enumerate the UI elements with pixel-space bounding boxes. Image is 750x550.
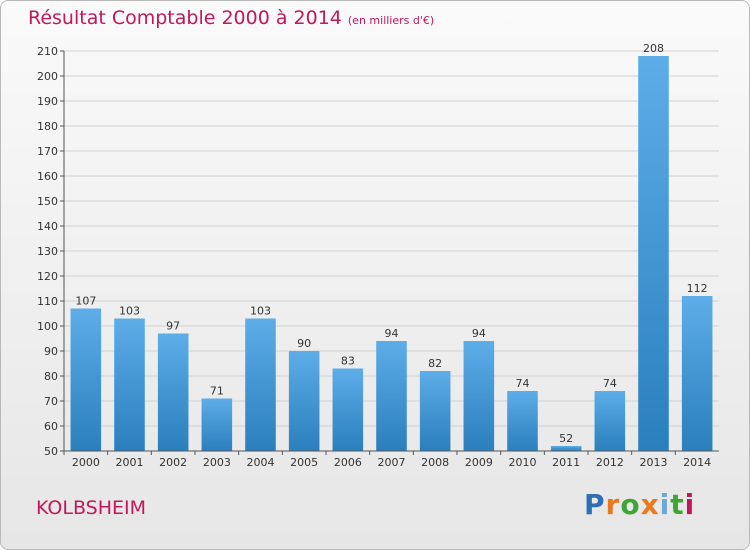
y-tick-label: 190 bbox=[37, 95, 58, 108]
place-name: KOLBSHEIM bbox=[36, 497, 147, 519]
value-label: 208 bbox=[643, 42, 664, 55]
bar-2008 bbox=[419, 371, 451, 451]
value-label: 82 bbox=[428, 357, 442, 370]
bar-2002 bbox=[157, 333, 189, 451]
chart-subtitle: (en milliers d'€) bbox=[347, 14, 435, 27]
x-tick-label: 2007 bbox=[378, 456, 406, 469]
bar-2014 bbox=[681, 296, 713, 451]
x-tick-label: 2000 bbox=[72, 456, 100, 469]
value-label: 74 bbox=[516, 377, 530, 390]
logo-letter: t bbox=[670, 488, 685, 521]
y-tick-label: 70 bbox=[44, 395, 58, 408]
logo-letter: r bbox=[605, 488, 621, 521]
value-label: 94 bbox=[385, 327, 399, 340]
bar-2007 bbox=[376, 341, 407, 451]
chart-title: Résultat Comptable 2000 à 2014 (en millie… bbox=[28, 7, 434, 29]
value-label: 103 bbox=[119, 305, 140, 318]
logo-letter: o bbox=[620, 488, 641, 521]
bar-2005 bbox=[288, 351, 320, 451]
y-tick-label: 170 bbox=[37, 145, 58, 158]
y-tick-label: 120 bbox=[37, 270, 58, 283]
x-tick-label: 2004 bbox=[247, 456, 275, 469]
proxiti-logo: Proxiti bbox=[584, 488, 695, 521]
value-label: 97 bbox=[166, 320, 180, 333]
y-tick-label: 110 bbox=[37, 295, 58, 308]
bar-2010 bbox=[507, 391, 538, 451]
value-label: 112 bbox=[687, 282, 708, 295]
bar-2006 bbox=[332, 368, 364, 451]
value-label: 83 bbox=[341, 355, 355, 368]
y-tick-label: 60 bbox=[44, 420, 58, 433]
value-label: 90 bbox=[297, 337, 311, 350]
bar-2012 bbox=[594, 391, 626, 451]
x-axis: 2000 2001 2002 2003 2004 2005 2006 2007 2008 2009… bbox=[63, 450, 719, 469]
x-tick-label: 2013 bbox=[640, 456, 668, 469]
x-tick-label: 2006 bbox=[334, 456, 362, 469]
x-tick-label: 2010 bbox=[509, 456, 537, 469]
bar-2003 bbox=[201, 398, 233, 451]
x-tick-label: 2008 bbox=[421, 456, 449, 469]
bar-2011 bbox=[550, 446, 582, 451]
logo-letter: P bbox=[584, 488, 606, 521]
y-tick-label: 130 bbox=[37, 245, 58, 258]
y-tick-label: 210 bbox=[37, 45, 58, 58]
logo-letter: i bbox=[659, 488, 671, 521]
value-label: 74 bbox=[603, 377, 617, 390]
x-tick-label: 2011 bbox=[552, 456, 580, 469]
value-label: 103 bbox=[250, 305, 271, 318]
x-tick-label: 2002 bbox=[159, 456, 187, 469]
value-label: 107 bbox=[75, 295, 96, 308]
bar-2009 bbox=[463, 341, 495, 451]
bars: 107 103 97 71 103 90 83 94 82 94 74 52 74 208 112 bbox=[70, 42, 713, 451]
logo-letter: x bbox=[640, 488, 660, 521]
logo-letter: i bbox=[684, 488, 696, 521]
value-label: 52 bbox=[559, 432, 573, 445]
value-label: 94 bbox=[472, 327, 486, 340]
y-tick-label: 200 bbox=[37, 70, 58, 83]
x-tick-label: 2005 bbox=[290, 456, 318, 469]
y-tick-label: 140 bbox=[37, 220, 58, 233]
x-tick-label: 2014 bbox=[683, 456, 711, 469]
y-tick-label: 90 bbox=[44, 345, 58, 358]
y-axis: 50 60 70 80 90 100 110 120 130 140 150 160 170 180 190… bbox=[37, 45, 65, 458]
y-tick-label: 50 bbox=[44, 445, 58, 458]
y-tick-label: 80 bbox=[44, 370, 58, 383]
bar-2013 bbox=[638, 56, 669, 451]
x-tick-label: 2009 bbox=[465, 456, 493, 469]
x-tick-label: 2003 bbox=[203, 456, 231, 469]
y-tick-label: 150 bbox=[37, 195, 58, 208]
y-tick-label: 180 bbox=[37, 120, 58, 133]
bar-2000 bbox=[70, 308, 102, 451]
y-tick-label: 100 bbox=[37, 320, 58, 333]
x-tick-label: 2001 bbox=[116, 456, 144, 469]
bar-2001 bbox=[114, 318, 145, 451]
x-tick-label: 2012 bbox=[596, 456, 624, 469]
y-tick-label: 160 bbox=[37, 170, 58, 183]
bar-2004 bbox=[245, 318, 276, 451]
chart-title-text: Résultat Comptable 2000 à 2014 bbox=[28, 7, 342, 29]
value-label: 71 bbox=[210, 385, 224, 398]
